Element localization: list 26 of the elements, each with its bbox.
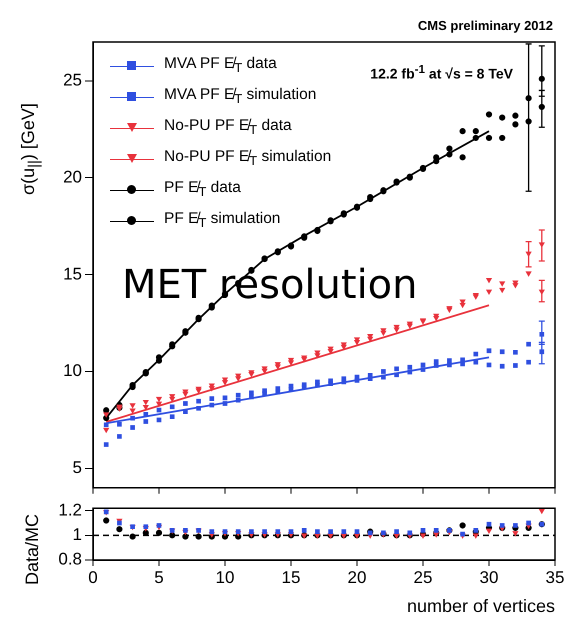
legend-label: PF E̸$_{T}$ data xyxy=(164,179,241,200)
x-tick-label: 35 xyxy=(546,568,564,587)
y-tick-label: 15 xyxy=(63,264,82,284)
x-tick-label: 25 xyxy=(414,568,432,587)
y-tick-label: 5 xyxy=(72,458,82,478)
legend-label: MVA PF E̸$_{T}$ data xyxy=(164,55,277,76)
legend-label: No-PU PF E̸$_{T}$ data xyxy=(164,117,292,138)
y-axis-title: Data/MC xyxy=(22,514,43,585)
y-tick-label: 10 xyxy=(63,361,82,380)
legend-label: MVA PF E̸$_{T}$ simulation xyxy=(164,86,316,107)
annotation: 12.2 fb$^{-1}$ at √s = 8 TeV xyxy=(370,63,513,82)
x-tick-label: 0 xyxy=(88,568,98,587)
y-tick-label: 0.8 xyxy=(58,550,82,569)
y-tick-label: 25 xyxy=(63,70,82,90)
y-tick-label: 1.2 xyxy=(58,500,82,520)
x-tick-label: 20 xyxy=(348,568,366,587)
x-tick-label: 10 xyxy=(216,568,234,587)
y-tick-label: 20 xyxy=(63,167,82,186)
x-tick-label: 15 xyxy=(282,568,300,587)
text: CMS preliminary 2012 xyxy=(418,18,553,33)
legend-label: No-PU PF E̸$_{T}$ simulation xyxy=(164,148,332,169)
y-tick-label: 1 xyxy=(72,525,82,544)
x-axis-title: number of vertices xyxy=(406,596,555,616)
x-tick-label: 30 xyxy=(480,568,498,587)
x-tick-label: 5 xyxy=(154,568,164,587)
legend-label: PF E̸$_{T}$ simulation xyxy=(164,210,280,231)
